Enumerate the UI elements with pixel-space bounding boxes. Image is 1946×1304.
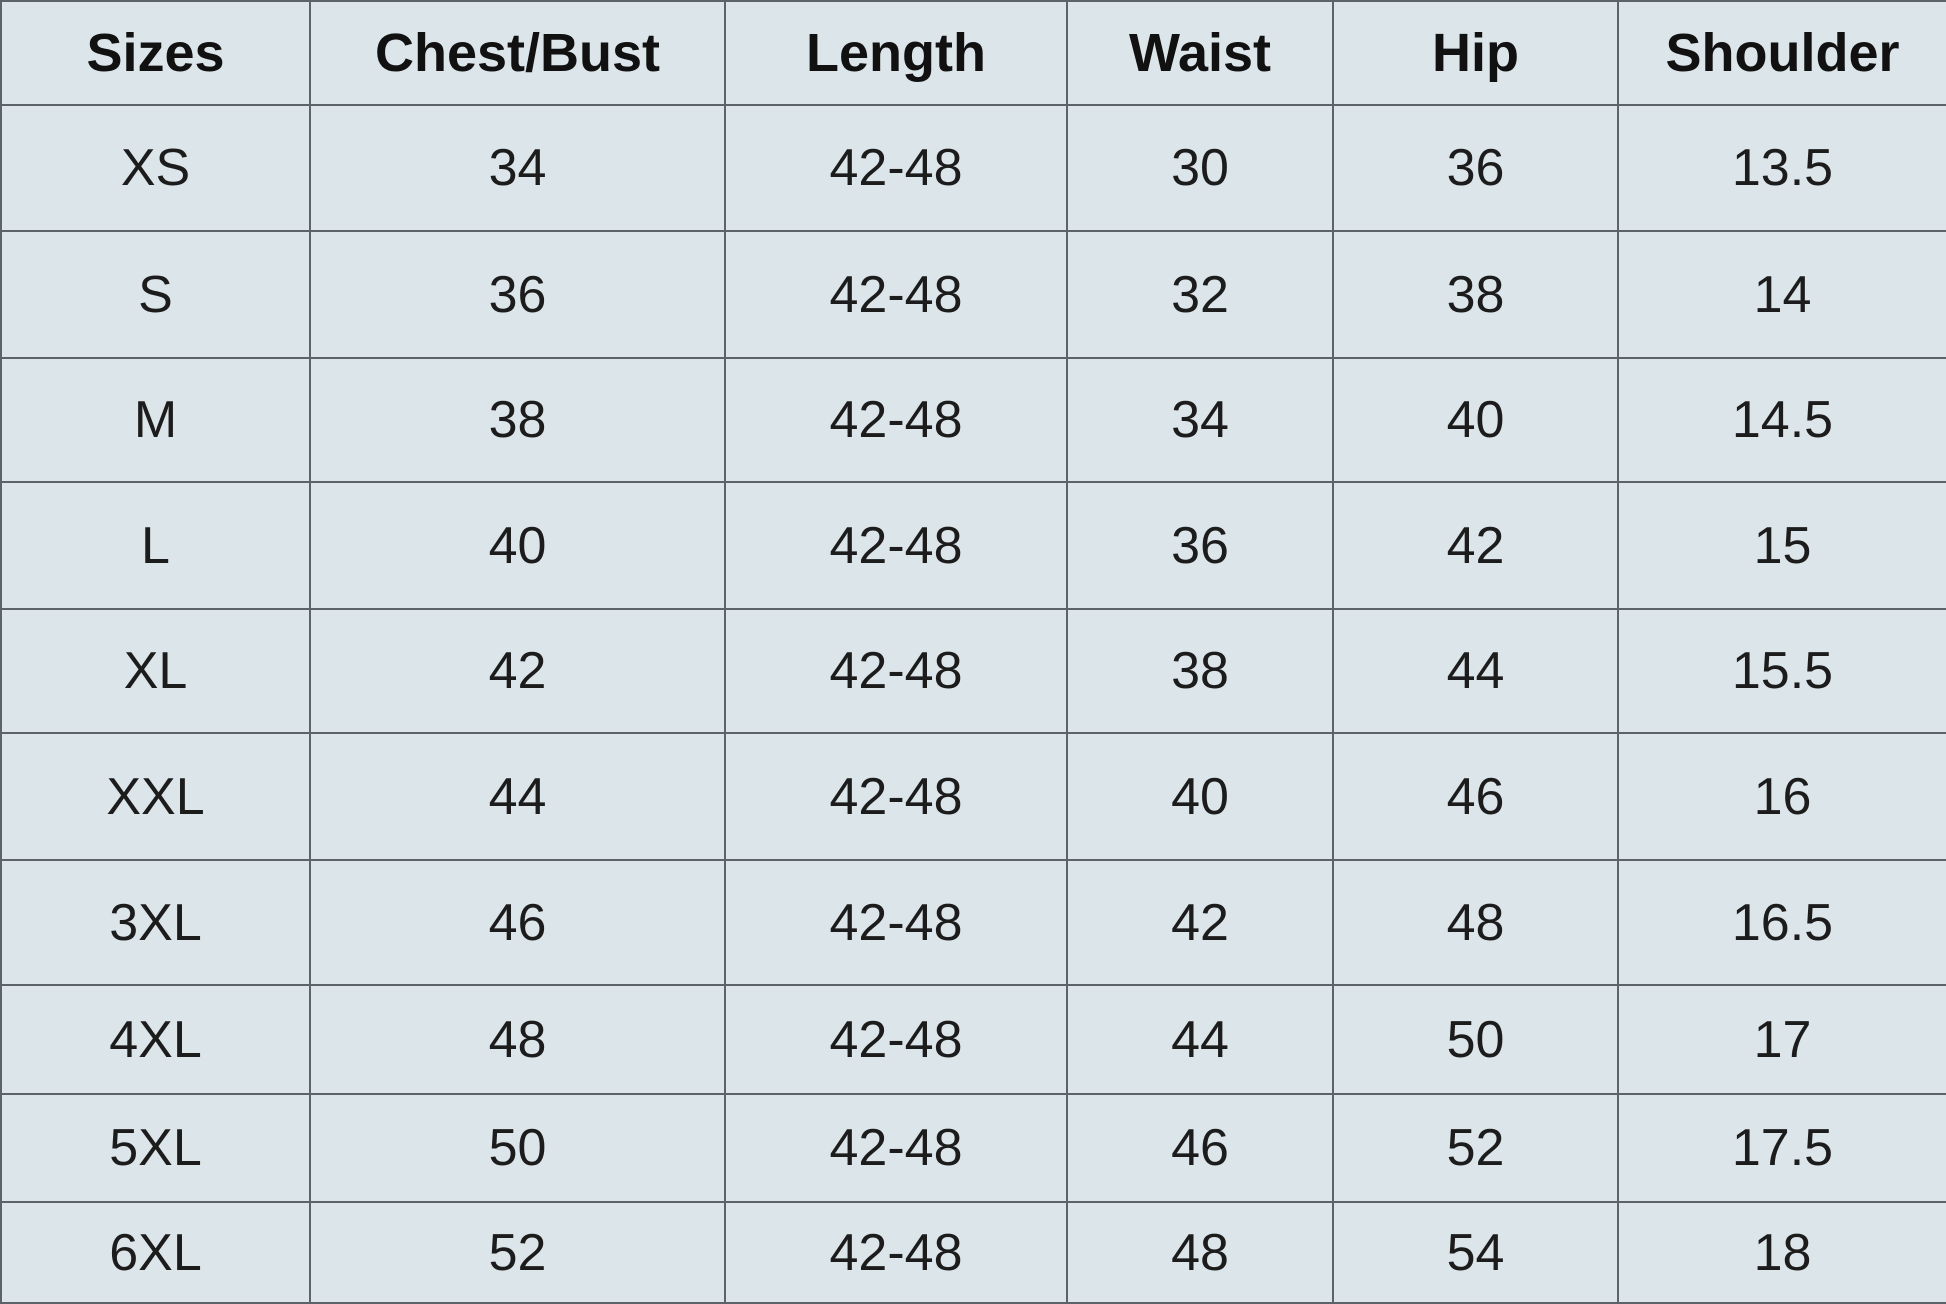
measurement-cell: 30 xyxy=(1066,104,1334,232)
measurement-cell: 16.5 xyxy=(1617,859,1946,986)
header-row: Sizes Chest/Bust Length Waist Hip Shoulder xyxy=(0,0,1946,106)
measurement-cell: 50 xyxy=(1332,984,1619,1095)
measurement-cell: 40 xyxy=(309,481,726,610)
measurement-cell: 44 xyxy=(1066,984,1334,1095)
table-body: XS 34 42-48 30 36 13.5 S 36 42-48 32 38 14 M 38 42-48 3… xyxy=(0,104,1946,1304)
column-header-length: Length xyxy=(724,0,1068,106)
measurement-cell: 42 xyxy=(309,608,726,734)
size-label-cell: XS xyxy=(0,104,311,232)
column-header-waist: Waist xyxy=(1066,0,1334,106)
table-row: XXL 44 42-48 40 46 16 xyxy=(0,732,1946,861)
measurement-cell: 42 xyxy=(1332,481,1619,610)
measurement-cell: 48 xyxy=(1066,1201,1334,1304)
size-label-cell: XL xyxy=(0,608,311,734)
measurement-cell: 42-48 xyxy=(724,859,1068,986)
measurement-cell: 14 xyxy=(1617,230,1946,359)
measurement-cell: 40 xyxy=(1332,357,1619,483)
measurement-cell: 38 xyxy=(1066,608,1334,734)
measurement-cell: 42-48 xyxy=(724,230,1068,359)
measurement-cell: 32 xyxy=(1066,230,1334,359)
size-label-cell: XXL xyxy=(0,732,311,861)
size-label-cell: 6XL xyxy=(0,1201,311,1304)
measurement-cell: 44 xyxy=(309,732,726,861)
measurement-cell: 38 xyxy=(1332,230,1619,359)
measurement-cell: 42-48 xyxy=(724,104,1068,232)
size-label-cell: 3XL xyxy=(0,859,311,986)
measurement-cell: 46 xyxy=(1066,1093,1334,1203)
measurement-cell: 36 xyxy=(1332,104,1619,232)
size-label-cell: 5XL xyxy=(0,1093,311,1203)
measurement-cell: 50 xyxy=(309,1093,726,1203)
measurement-cell: 48 xyxy=(1332,859,1619,986)
measurement-cell: 36 xyxy=(1066,481,1334,610)
measurement-cell: 42 xyxy=(1066,859,1334,986)
table-row: 6XL 52 42-48 48 54 18 xyxy=(0,1201,1946,1304)
measurement-cell: 54 xyxy=(1332,1201,1619,1304)
table-row: M 38 42-48 34 40 14.5 xyxy=(0,357,1946,483)
table-row: 5XL 50 42-48 46 52 17.5 xyxy=(0,1093,1946,1203)
size-label-cell: S xyxy=(0,230,311,359)
table-row: 3XL 46 42-48 42 48 16.5 xyxy=(0,859,1946,986)
size-label-cell: L xyxy=(0,481,311,610)
table-row: XL 42 42-48 38 44 15.5 xyxy=(0,608,1946,734)
measurement-cell: 17.5 xyxy=(1617,1093,1946,1203)
column-header-hip: Hip xyxy=(1332,0,1619,106)
table-row: XS 34 42-48 30 36 13.5 xyxy=(0,104,1946,232)
measurement-cell: 46 xyxy=(1332,732,1619,861)
measurement-cell: 16 xyxy=(1617,732,1946,861)
table-row: S 36 42-48 32 38 14 xyxy=(0,230,1946,359)
measurement-cell: 52 xyxy=(309,1201,726,1304)
measurement-cell: 42-48 xyxy=(724,608,1068,734)
table-row: 4XL 48 42-48 44 50 17 xyxy=(0,984,1946,1095)
measurement-cell: 14.5 xyxy=(1617,357,1946,483)
measurement-cell: 34 xyxy=(1066,357,1334,483)
size-label-cell: 4XL xyxy=(0,984,311,1095)
column-header-sizes: Sizes xyxy=(0,0,311,106)
measurement-cell: 13.5 xyxy=(1617,104,1946,232)
column-header-chest-bust: Chest/Bust xyxy=(309,0,726,106)
table-row: L 40 42-48 36 42 15 xyxy=(0,481,1946,610)
measurement-cell: 42-48 xyxy=(724,481,1068,610)
column-header-shoulder: Shoulder xyxy=(1617,0,1946,106)
measurement-cell: 52 xyxy=(1332,1093,1619,1203)
measurement-cell: 46 xyxy=(309,859,726,986)
measurement-cell: 17 xyxy=(1617,984,1946,1095)
measurement-cell: 15.5 xyxy=(1617,608,1946,734)
measurement-cell: 36 xyxy=(309,230,726,359)
measurement-cell: 42-48 xyxy=(724,732,1068,861)
measurement-cell: 38 xyxy=(309,357,726,483)
measurement-cell: 40 xyxy=(1066,732,1334,861)
measurement-cell: 42-48 xyxy=(724,1093,1068,1203)
measurement-cell: 44 xyxy=(1332,608,1619,734)
measurement-cell: 42-48 xyxy=(724,357,1068,483)
measurement-cell: 42-48 xyxy=(724,1201,1068,1304)
measurement-cell: 34 xyxy=(309,104,726,232)
size-label-cell: M xyxy=(0,357,311,483)
measurement-cell: 18 xyxy=(1617,1201,1946,1304)
measurement-cell: 42-48 xyxy=(724,984,1068,1095)
measurement-cell: 48 xyxy=(309,984,726,1095)
measurement-cell: 15 xyxy=(1617,481,1946,610)
